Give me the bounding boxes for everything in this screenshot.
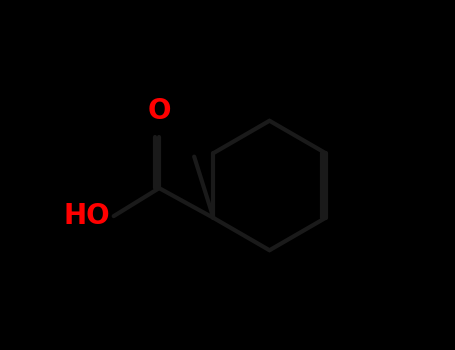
Text: HO: HO bbox=[64, 202, 110, 230]
Text: O: O bbox=[147, 97, 171, 125]
